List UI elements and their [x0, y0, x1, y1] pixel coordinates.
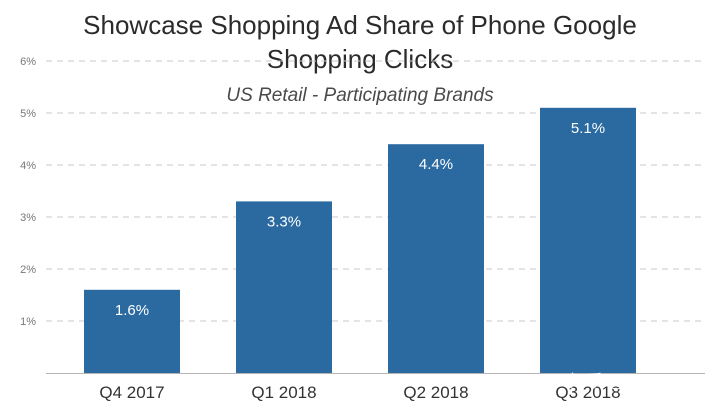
y-tick-label: 4%	[20, 160, 36, 172]
data-labels: 1.6% 3.3% 4.4% 5.1%	[115, 120, 605, 319]
bar	[84, 289, 180, 373]
x-tick-label: Q2 2018	[403, 383, 468, 402]
chart-title-line2: Shopping Clicks	[267, 44, 453, 74]
bar-data-label: 3.3%	[267, 213, 301, 230]
y-tick-label: 6%	[20, 56, 36, 68]
bar	[540, 107, 636, 374]
bar	[388, 144, 484, 373]
x-tick-label: Q3 2018	[555, 383, 620, 402]
bar-data-label: 1.6%	[115, 302, 149, 319]
y-tick-label: 1%	[20, 316, 36, 328]
bars	[84, 107, 636, 374]
chart-subtitle: US Retail - Participating Brands	[226, 85, 494, 106]
x-tick-label: Q4 2017	[99, 383, 164, 402]
y-tick-label: 3%	[20, 212, 36, 224]
y-tick-label: 5%	[20, 108, 36, 120]
chart-title-line1: Showcase Shopping Ad Share of Phone Goog…	[83, 10, 637, 40]
y-axis-ticks: 1% 2% 3% 4% 5% 6%	[20, 56, 36, 328]
x-tick-label: Q1 2018	[251, 383, 316, 402]
bar	[236, 201, 332, 373]
y-tick-label: 2%	[20, 264, 36, 276]
bar-data-label: 4.4%	[419, 156, 453, 173]
watermark-text: 知乎 @Morketing	[569, 372, 700, 391]
x-axis-ticks: Q4 2017 Q1 2018 Q2 2018 Q3 2018	[99, 383, 620, 402]
bar-data-label: 5.1%	[571, 120, 605, 137]
